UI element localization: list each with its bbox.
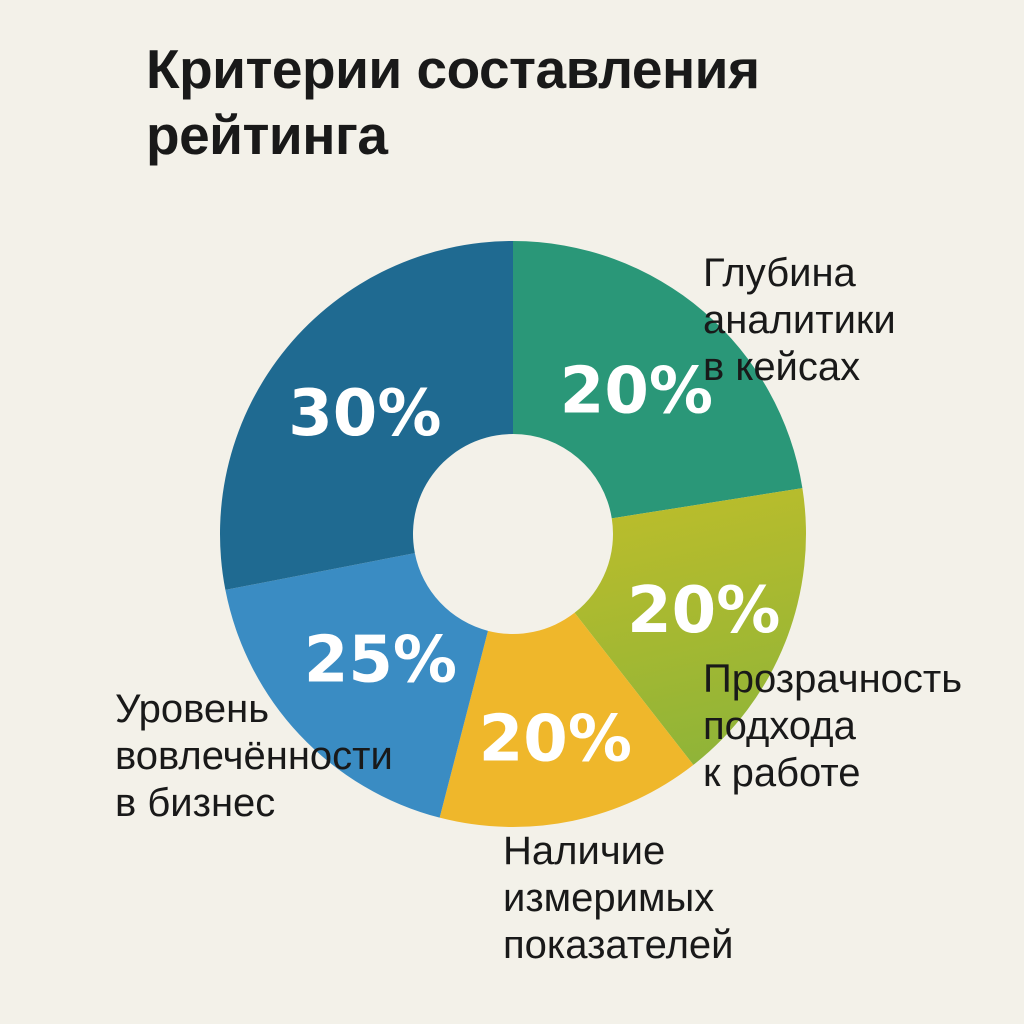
slice-category-label-line: в кейсах [703,345,861,389]
slice-category-label-line: Уровень [115,687,270,731]
slice-category-label: Уровень вовлечённости в бизнес [115,686,393,827]
pie-slice [225,553,488,818]
pie-slice [439,612,694,827]
slice-category-label-line: к работе [703,751,861,795]
slice-category-label-line: показателей [503,923,734,967]
page-title: Критерии составления рейтинга [146,38,760,166]
slice-value-label: 25% [304,624,457,698]
slice-category-label-line: в бизнес [115,781,276,825]
pie-slice [513,241,803,519]
pie-slice [574,488,806,765]
slice-category-label-line: измеримых [503,876,715,920]
slice-category-label: Глубина аналитики в кейсах [703,250,896,391]
pie-slice [219,240,513,590]
slice-category-label-line: аналитики [703,298,896,342]
slice-value-label: 20% [560,355,713,429]
slice-value-label: 30% [288,377,441,451]
slice-category-label-line: подхода [703,704,856,748]
slice-category-label-line: Прозрачность [703,657,963,701]
slice-value-label: 20% [479,703,632,777]
slice-category-label-line: Наличие [503,829,666,873]
slice-category-label-line: Глубина [703,251,856,295]
slice-category-label: Наличие измеримых показателей [503,828,734,969]
slice-value-label: 20% [627,574,780,648]
slice-category-label: Прозрачность подхода к работе [703,656,962,797]
slice-category-label-line: вовлечённости [115,734,393,778]
